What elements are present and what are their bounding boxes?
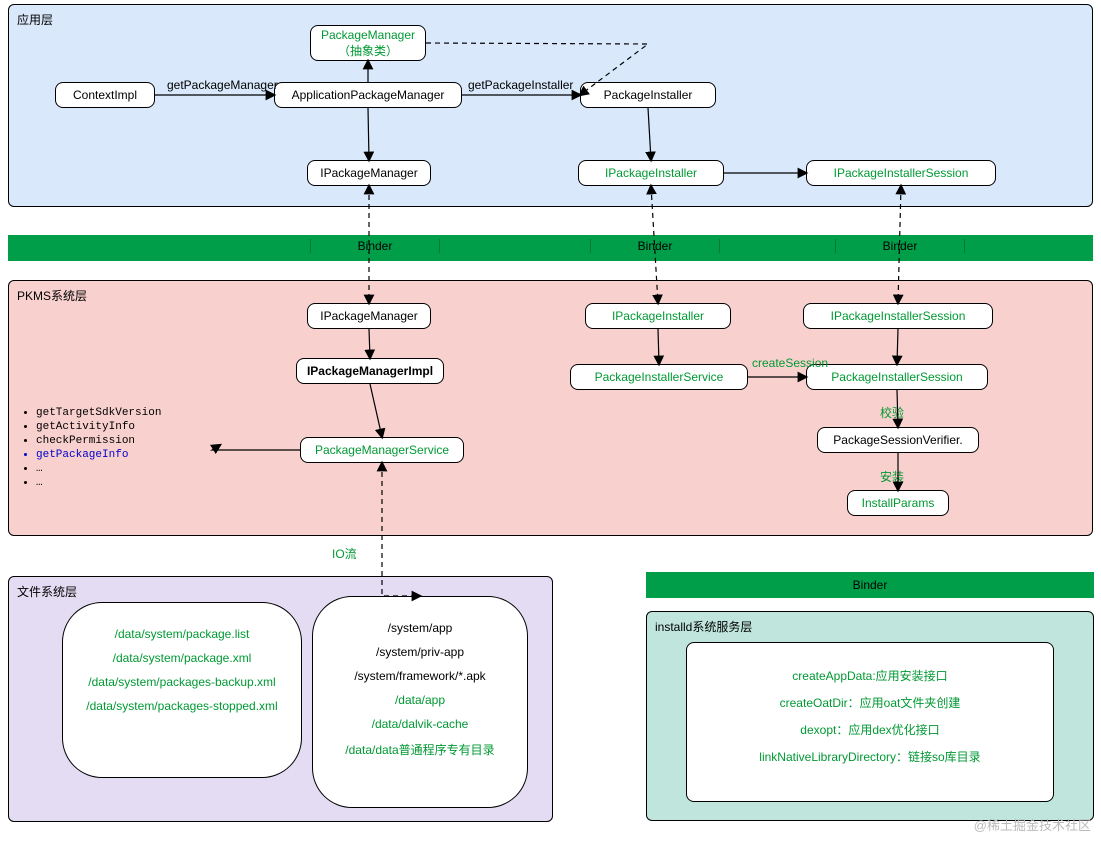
node-package-manager-abstract: PackageManager （抽象类） <box>310 25 426 61</box>
node-package-installer: PackageInstaller <box>580 82 716 108</box>
edge-label-verify: 校验 <box>880 404 904 421</box>
watermark: @稀土掘金技术社区 <box>974 815 1091 834</box>
panel-line: /data/system/packages-stopped.xml <box>73 699 291 713</box>
node-ipackage-installer-pkms: IPackageInstaller <box>585 303 731 329</box>
panel-line: linkNativeLibraryDirectory：链接so库目录 <box>697 748 1043 765</box>
panel-line: /system/priv-app <box>323 645 517 659</box>
layer-installd-title: installd系统服务层 <box>655 618 752 635</box>
layer-pkms-title: PKMS系统层 <box>17 287 87 304</box>
node-context-impl: ContextImpl <box>55 82 155 108</box>
panel-fs-data-system: /data/system/package.list/data/system/pa… <box>62 602 302 778</box>
api-item: … <box>36 477 161 489</box>
panel-line: createOatDir：应用oat文件夹创建 <box>697 694 1043 711</box>
node-ipackage-manager-app: IPackageManager <box>307 160 431 186</box>
node-ipackage-installer-session-app: IPackageInstallerSession <box>806 160 996 186</box>
panel-line: /data/app <box>323 693 517 707</box>
node-ipackage-installer-session-pkms: IPackageInstallerSession <box>803 303 993 329</box>
panel-line: /data/system/package.list <box>73 627 291 641</box>
panel-line: /data/data普通程序专有目录 <box>323 741 517 758</box>
edge-label-getpackageinstaller: getPackageInstaller <box>468 78 573 92</box>
node-ipackage-manager-impl: IPackageManagerImpl <box>296 358 444 384</box>
panel-line: /system/app <box>323 621 517 635</box>
binder-cell: Binder <box>590 239 720 253</box>
api-item: … <box>36 463 161 475</box>
api-item: getActivityInfo <box>36 421 161 433</box>
panel-line: createAppData:应用安装接口 <box>697 667 1043 684</box>
binder-bar-label: Binder <box>853 578 888 592</box>
api-item: checkPermission <box>36 435 161 447</box>
layer-app-title: 应用层 <box>17 11 53 28</box>
api-item: getTargetSdkVersion <box>36 407 161 419</box>
node-package-manager-service: PackageManagerService <box>300 437 464 463</box>
binder-cell: Binder <box>835 239 965 253</box>
node-package-session-verifier: PackageSessionVerifier. <box>817 427 979 453</box>
node-install-params: InstallParams <box>847 490 949 516</box>
node-ipackage-installer-app: IPackageInstaller <box>578 160 724 186</box>
binder-bar: Binder <box>646 572 1094 598</box>
node-ipackage-manager-pkms: IPackageManager <box>307 303 431 329</box>
binder-cell: Binder <box>310 239 440 253</box>
panel-line: /data/system/package.xml <box>73 651 291 665</box>
edge-label-createsession: createSession <box>752 356 828 370</box>
node-application-package-manager: ApplicationPackageManager <box>274 82 462 108</box>
binder-row: Binder Binder Binder <box>8 235 1093 261</box>
panel-line: dexopt：应用dex优化接口 <box>697 721 1043 738</box>
panel-installd-apis: createAppData:应用安装接口 createOatDir：应用oat文件… <box>686 642 1054 802</box>
panel-fs-system-paths: /system/app/system/priv-app/system/frame… <box>312 596 528 808</box>
node-package-installer-session: PackageInstallerSession <box>806 364 988 390</box>
node-package-installer-service: PackageInstallerService <box>570 364 748 390</box>
panel-line: /system/framework/*.apk <box>323 669 517 683</box>
edge-label-ioflow: IO流 <box>332 545 357 562</box>
api-list: getTargetSdkVersion getActivityInfo checkP… <box>20 405 161 491</box>
edge-label-getpackagemanager: getPackageManager <box>167 78 278 92</box>
edge-label-install: 安装 <box>880 468 904 485</box>
panel-line: /data/system/packages-backup.xml <box>73 675 291 689</box>
api-item: getPackageInfo <box>36 449 161 461</box>
layer-fs-title: 文件系统层 <box>17 583 77 600</box>
panel-line: /data/dalvik-cache <box>323 717 517 731</box>
